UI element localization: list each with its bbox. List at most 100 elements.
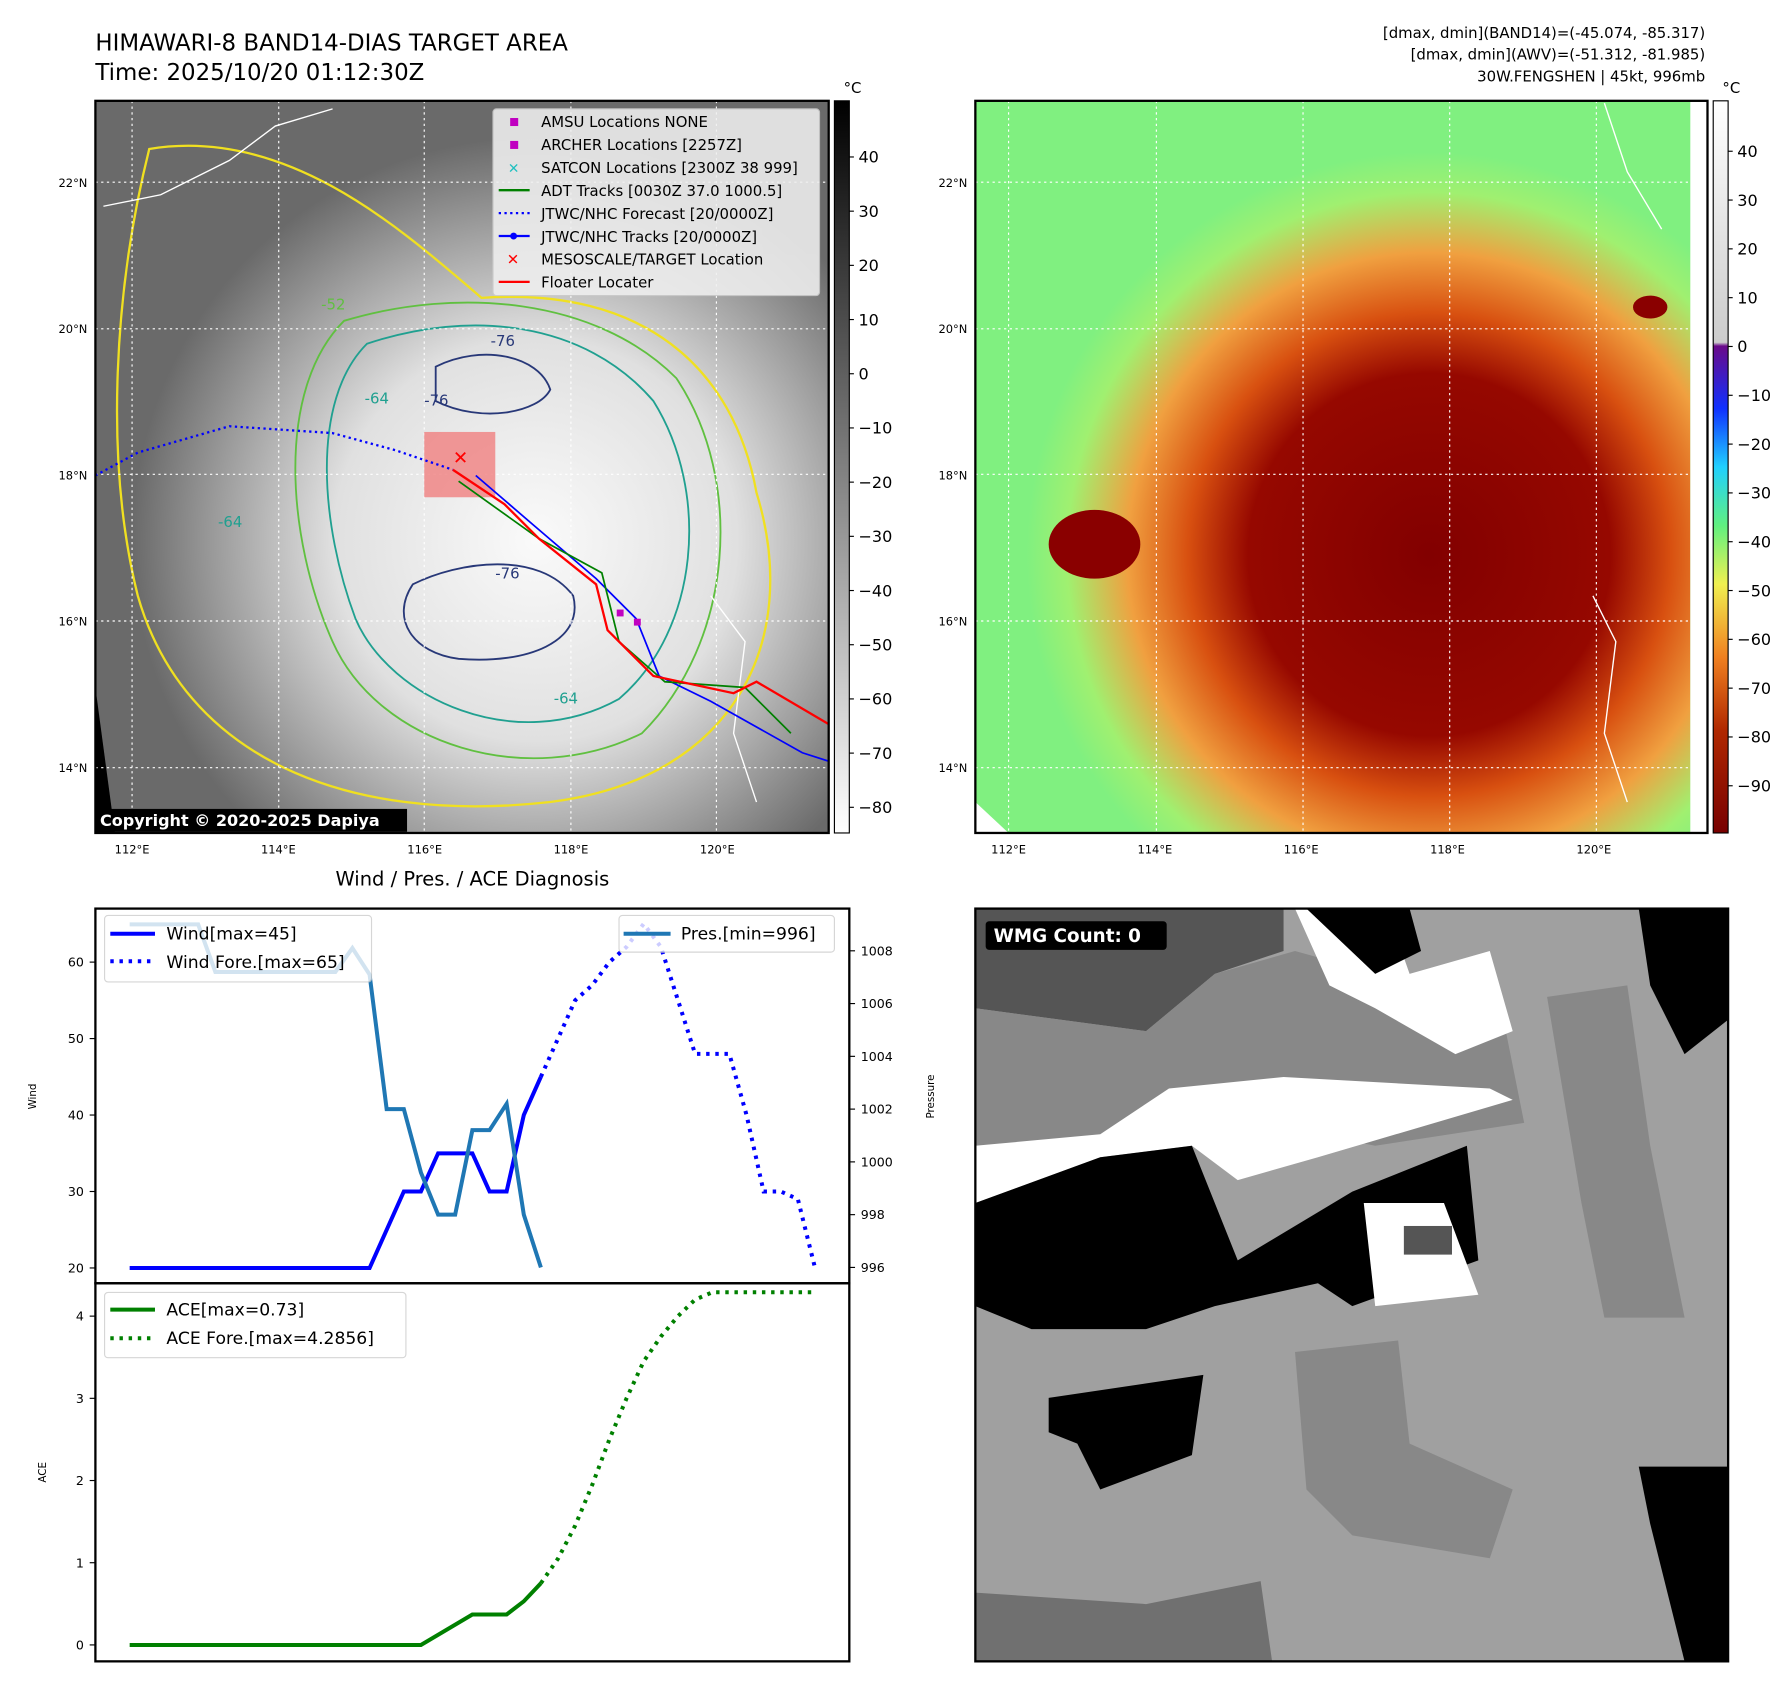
contour-teal <box>325 324 691 723</box>
lat-label: 16°N <box>938 615 967 629</box>
ace-chart: ACE 0 1 2 3 4 ACE[max=0.73] ACE Fore.[max=4.… <box>37 1282 851 1663</box>
series-line-0-1 <box>539 920 818 1269</box>
pressure-axis-label: Pressure <box>925 1075 937 1119</box>
stats-band14: [dmax, dmin](BAND14)=(-45.074, -85.317) <box>1383 24 1705 42</box>
contour-green <box>294 301 722 760</box>
series-line-1-0 <box>129 1581 543 1647</box>
colorbar-tick-label: 0 <box>1737 337 1747 356</box>
contour-label: -64 <box>218 513 242 531</box>
colorbar-tick-label: 30 <box>1737 191 1757 210</box>
colorbar-tick-label: −90 <box>1737 776 1771 795</box>
colorbar-tick-label: −50 <box>858 635 892 654</box>
y-tick-label: 60 <box>68 955 84 970</box>
colorbar-tick-label: −40 <box>1737 532 1771 551</box>
colorbar-tick-label: 20 <box>1737 240 1757 259</box>
y2-tick-label: 1000 <box>861 1154 893 1169</box>
coastline <box>1592 102 1663 803</box>
archer-marker <box>633 618 641 626</box>
wmg-panel: WMG Count: 0 <box>975 908 1729 1662</box>
colorbar-tick-label: 0 <box>858 364 868 383</box>
contour-navy-2 <box>402 563 576 661</box>
colorbar-tick-label: 30 <box>858 202 878 221</box>
lat-label: 20°N <box>938 322 967 336</box>
lat-label: 20°N <box>59 322 88 336</box>
jtwc-track <box>475 474 829 763</box>
ace-legend: ACE[max=0.73] ACE Fore.[max=4.2856] <box>103 1291 407 1359</box>
contour-label: -76 <box>424 392 448 410</box>
y-tick-label: 3 <box>76 1391 84 1406</box>
y-tick-label: 0 <box>76 1637 84 1652</box>
legend-ace-forecast: ACE Fore.[max=4.2856] <box>166 1329 374 1349</box>
svg-text:✕: ✕ <box>508 161 520 177</box>
colorbar-tick-label: −70 <box>1737 679 1771 698</box>
wind-legend: Wind[max=45] Wind Fore.[max=65] Pres.[mi… <box>103 914 835 983</box>
lat-label: 22°N <box>938 176 967 190</box>
lat-label: 14°N <box>938 761 967 775</box>
ir-map-panel: -76 -64 -76 -76 -64 -64 -52 ✕ ✕ ✕ <box>95 100 829 833</box>
legend-adt: ADT Tracks [0030Z 37.0 1000.5] <box>541 182 782 200</box>
colorbar-unit: °C <box>844 79 862 97</box>
copyright: Copyright © 2020-2025 Dapiya <box>100 811 380 830</box>
ace-axis-label: ACE <box>37 1462 49 1483</box>
jtwc-forecast-track <box>95 425 454 477</box>
svg-text:✕: ✕ <box>507 251 519 269</box>
colorbar-tick-label: −80 <box>858 798 892 817</box>
y-tick-label: 20 <box>68 1261 84 1276</box>
wind-axis-label: Wind <box>27 1084 39 1110</box>
colorbar-tick-label: −40 <box>858 581 892 600</box>
colorbar-tick-label: 10 <box>858 310 878 329</box>
colorbar-tick-label: −30 <box>1737 484 1771 503</box>
y-tick-label: 2 <box>76 1473 84 1488</box>
lon-label: 120°E <box>700 843 735 857</box>
colorbar-tick-label: −20 <box>1737 435 1771 454</box>
colorbar-awv <box>1712 100 1729 834</box>
figure-time: Time: 2025/10/20 01:12:30Z <box>94 60 424 86</box>
legend-jtwc-tracks: JTWC/NHC Tracks [20/0000Z] <box>540 228 757 246</box>
legend-wind: Wind[max=45] <box>166 925 296 945</box>
figure-title: HIMAWARI-8 BAND14-DIAS TARGET AREA <box>95 30 568 56</box>
colorbar-tick-label: −10 <box>1737 386 1771 405</box>
colorbar-tick-label: −50 <box>1737 581 1771 600</box>
colorbar-tick-label: 10 <box>1737 288 1757 307</box>
wmg-label-box <box>985 921 1167 950</box>
y2-tick-label: 1002 <box>861 1102 893 1117</box>
colorbar-tick-label: −10 <box>858 419 892 438</box>
y2-tick-label: 998 <box>861 1207 885 1222</box>
y-tick-label: 4 <box>76 1309 84 1324</box>
y2-tick-label: 1006 <box>861 996 893 1011</box>
legend-satcon: SATCON Locations [2300Z 38 999] <box>541 159 798 177</box>
lon-label: 116°E <box>407 843 442 857</box>
lat-label: 18°N <box>938 468 967 482</box>
y-tick-label: 50 <box>68 1031 84 1046</box>
lon-label: 120°E <box>1576 843 1611 857</box>
legend-amsu: AMSU Locations NONE <box>541 113 708 131</box>
contour-yellow <box>115 144 772 808</box>
lat-label: 22°N <box>59 176 88 190</box>
colorbar-unit: °C <box>1722 79 1740 97</box>
awv-map-panel <box>975 100 1708 833</box>
legend-ace: ACE[max=0.73] <box>166 1300 304 1320</box>
colorbar-tick-label: 20 <box>858 256 878 275</box>
legend-wind-forecast: Wind Fore.[max=65] <box>166 953 344 973</box>
colorbar-tick-label: 40 <box>1737 142 1757 161</box>
legend-archer: ARCHER Locations [2257Z] <box>541 136 742 154</box>
colorbar-tick-label: −60 <box>858 690 892 709</box>
y-tick-label: 1 <box>76 1555 84 1570</box>
contour-label: -64 <box>365 389 389 407</box>
y-tick-label: 30 <box>68 1184 84 1199</box>
colorbar-band14 <box>833 100 850 834</box>
lon-label: 114°E <box>261 843 296 857</box>
target-box <box>424 431 496 498</box>
y2-tick-label: 1008 <box>861 943 893 958</box>
target-marker: ✕ <box>453 448 468 469</box>
lat-label: 14°N <box>59 761 88 775</box>
floater-track <box>452 468 829 726</box>
wind-chart: Wind Pressure 20 30 40 50 60 996 998 1000 1002 10… <box>27 907 937 1285</box>
contour-navy-1 <box>434 353 552 415</box>
copyright-box <box>95 808 408 832</box>
legend-pressure: Pres.[min=996] <box>681 925 816 945</box>
lon-label: 114°E <box>1137 843 1172 857</box>
lat-label: 18°N <box>59 468 88 482</box>
colorbar-tick-label: 40 <box>858 148 878 167</box>
